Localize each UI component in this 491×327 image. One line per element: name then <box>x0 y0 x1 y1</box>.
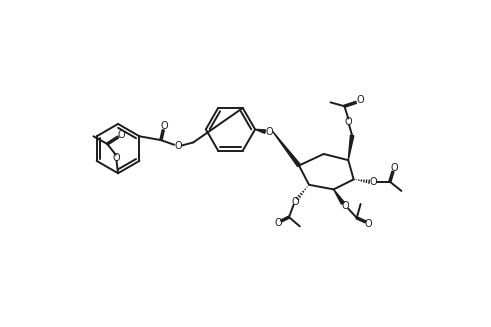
Text: O: O <box>369 177 377 187</box>
Polygon shape <box>255 129 266 133</box>
Polygon shape <box>348 135 354 160</box>
Text: O: O <box>291 197 299 207</box>
Text: O: O <box>174 141 182 151</box>
Text: O: O <box>117 130 125 140</box>
Polygon shape <box>334 189 344 204</box>
Text: O: O <box>391 163 398 173</box>
Text: O: O <box>364 219 372 229</box>
Text: O: O <box>356 95 364 105</box>
Text: O: O <box>265 127 273 137</box>
Text: O: O <box>345 117 352 127</box>
Polygon shape <box>273 132 300 166</box>
Text: O: O <box>274 218 282 228</box>
Text: O: O <box>113 153 120 163</box>
Text: O: O <box>161 121 168 131</box>
Text: O: O <box>341 201 349 211</box>
